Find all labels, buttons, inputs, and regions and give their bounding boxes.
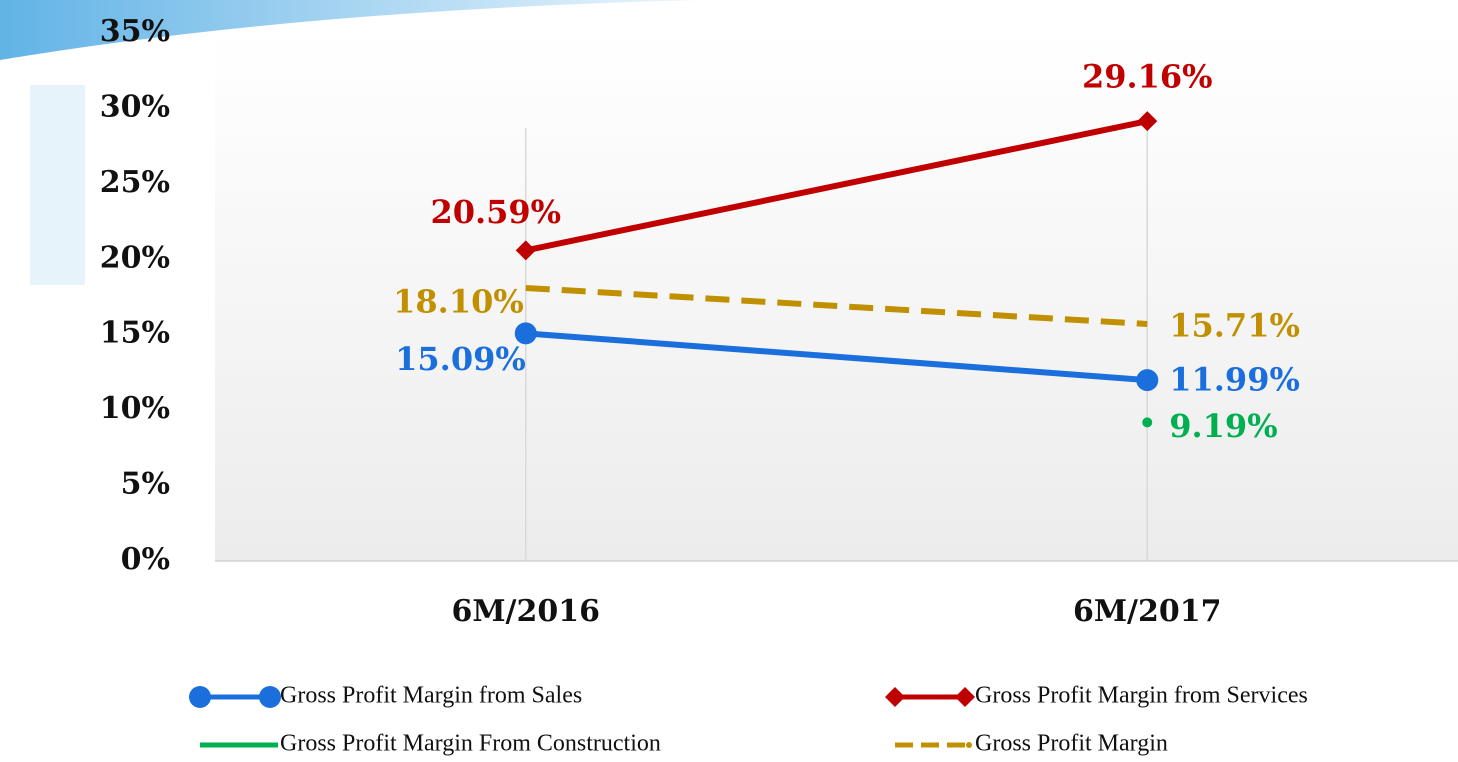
y-tick-label: 30% [100,89,170,124]
decoration [30,85,85,285]
point [189,686,211,708]
series-line [525,284,1148,327]
value-label: 20.59% [430,193,561,231]
point [1142,417,1153,428]
y-tick-label: 10% [100,391,170,426]
legend-label: Gross Profit Margin from Services [975,683,1308,709]
point [259,686,281,708]
value-label: 9.19% [1169,407,1277,445]
y-tick-label: 15% [100,316,170,351]
point [515,240,536,261]
y-tick-label: 5% [121,467,170,502]
series-line [525,330,1148,384]
x-tick-label: 6M/2017 [1073,594,1222,629]
plot-area [215,33,1458,561]
point [885,687,905,707]
value-label: 15.71% [1169,307,1300,345]
value-label: 11.99% [1169,361,1300,399]
y-tick-label: 25% [100,165,170,200]
y-tick-label: 0% [121,542,170,577]
value-label: 15.09% [395,340,526,378]
legend-marker [966,742,972,748]
legend-label: Gross Profit Margin From Construction [280,731,661,757]
value-label: 18.10% [393,282,524,320]
point [1136,369,1159,392]
legend-label: Gross Profit Margin from Sales [280,683,582,709]
series-line [525,118,1148,254]
x-tick-label: 6M/2016 [451,594,600,629]
y-tick-label: 20% [100,240,170,275]
y-tick-label: 35% [100,14,170,49]
point [514,322,537,345]
decoration [0,0,700,60]
point [1137,111,1158,132]
legend-label: Gross Profit Margin [975,731,1168,757]
point [955,687,975,707]
value-label: 29.16% [1082,58,1213,96]
